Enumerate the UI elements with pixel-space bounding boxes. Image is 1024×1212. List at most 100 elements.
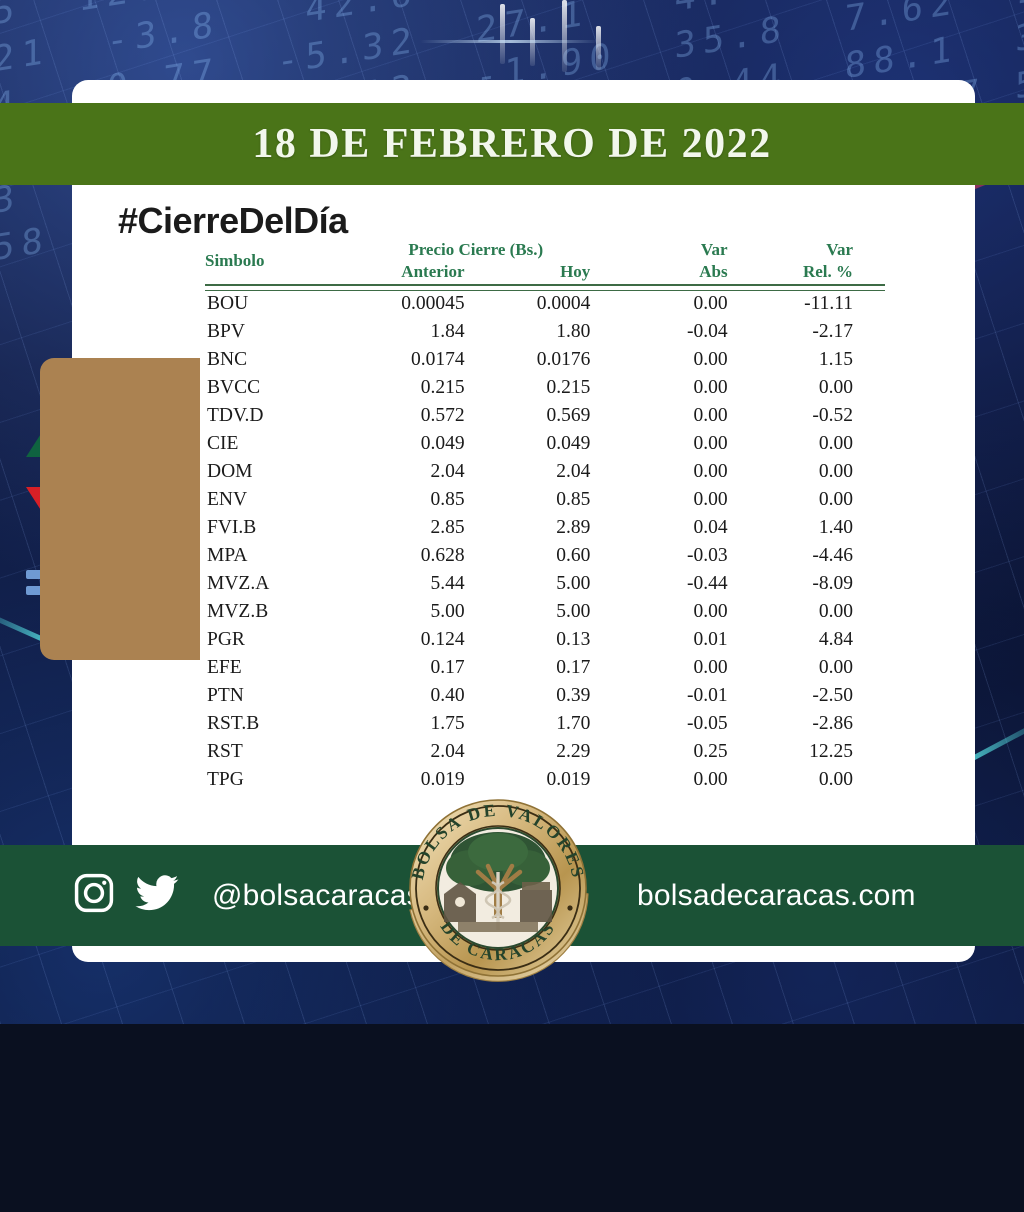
row-symbol: MVZ.A xyxy=(207,573,270,594)
row-symbol: FVI.B xyxy=(207,517,257,538)
summary-panel xyxy=(40,358,200,660)
row-anterior: 1.84 xyxy=(430,321,465,342)
row-var-abs: 0.00 xyxy=(693,377,728,398)
table-row: BPV 1.84 1.80 -0.04 -2.17 xyxy=(205,318,885,346)
row-anterior: 0.17 xyxy=(430,657,465,678)
row-anterior: 1.75 xyxy=(430,713,465,734)
table-row: PTN 0.40 0.39 -0.01 -2.50 xyxy=(205,682,885,710)
row-var-rel: 0.00 xyxy=(818,377,853,398)
row-hoy: 2.89 xyxy=(556,517,591,538)
row-var-abs: 0.00 xyxy=(693,349,728,370)
row-var-rel: 0.00 xyxy=(818,489,853,510)
table-row: BVCC 0.215 0.215 0.00 0.00 xyxy=(205,374,885,402)
row-var-abs: -0.44 xyxy=(686,573,728,594)
row-hoy: 0.215 xyxy=(546,377,591,398)
background-bar xyxy=(596,26,601,70)
row-var-rel: 12.25 xyxy=(809,741,853,762)
row-var-rel: -2.17 xyxy=(812,321,853,342)
row-hoy: 0.0004 xyxy=(536,293,591,315)
row-var-rel: -8.09 xyxy=(812,573,853,594)
row-symbol: CIE xyxy=(207,433,239,454)
row-var-rel: 0.00 xyxy=(818,601,853,622)
column-header-anterior: Anterior xyxy=(401,262,465,281)
column-header-var-rel-2: Rel. % xyxy=(802,262,853,281)
social-handle[interactable]: @bolsacaracas xyxy=(212,878,422,912)
website-link[interactable]: bolsadecaracas.com xyxy=(637,878,916,912)
row-var-abs: 0.00 xyxy=(693,405,728,426)
twitter-icon[interactable] xyxy=(132,871,182,920)
row-hoy: 0.049 xyxy=(546,433,591,454)
row-hoy: 0.17 xyxy=(556,657,591,678)
row-symbol: PGR xyxy=(207,629,245,650)
row-hoy: 0.60 xyxy=(556,545,591,566)
logo-building-right xyxy=(520,890,552,922)
bvc-logo: 75 ANIVERSARIO BOLSA DE VALORES DE CARAC… xyxy=(396,790,601,995)
row-var-rel: -2.86 xyxy=(812,713,853,734)
table-header-row-1: Simbolo Precio Cierre (Bs.) Var Var xyxy=(205,240,885,270)
row-anterior: 0.628 xyxy=(420,545,465,566)
column-header-var-rel-1: Var xyxy=(826,240,853,259)
quotes-table: Simbolo Precio Cierre (Bs.) Var Var Ante… xyxy=(205,240,885,794)
table-head: Simbolo Precio Cierre (Bs.) Var Var Ante… xyxy=(205,240,885,291)
row-anterior: 0.85 xyxy=(430,489,465,510)
hashtag-label: #CierreDelDía xyxy=(118,200,348,241)
instagram-icon[interactable] xyxy=(72,871,116,920)
row-hoy: 0.13 xyxy=(556,629,591,650)
row-var-abs: 0.01 xyxy=(693,629,728,650)
row-anterior: 2.85 xyxy=(430,517,465,538)
row-var-abs: 0.00 xyxy=(693,433,728,454)
table-body: BOU 0.00045 0.0004 0.00 -11.11 BPV 1.84 1.80 -0.… xyxy=(205,290,885,794)
row-var-abs: -0.01 xyxy=(686,685,728,706)
row-symbol: MVZ.B xyxy=(207,601,269,622)
row-var-rel: -0.52 xyxy=(812,405,853,426)
row-anterior: 0.124 xyxy=(420,629,465,650)
row-symbol: BVCC xyxy=(207,377,261,398)
table-row: MPA 0.628 0.60 -0.03 -4.46 xyxy=(205,542,885,570)
row-var-abs: 0.25 xyxy=(693,741,728,762)
row-var-abs: 0.00 xyxy=(693,657,728,678)
row-symbol: TDV.D xyxy=(207,405,264,426)
row-var-rel: 1.40 xyxy=(818,517,853,538)
table-row: MVZ.B 5.00 5.00 0.00 0.00 xyxy=(205,598,885,626)
row-symbol: BPV xyxy=(207,321,245,342)
row-symbol: ENV xyxy=(207,489,248,510)
row-symbol: EFE xyxy=(207,657,242,678)
row-anterior: 0.215 xyxy=(420,377,465,398)
table-row: DOM 2.04 2.04 0.00 0.00 xyxy=(205,458,885,486)
row-var-abs: -0.05 xyxy=(686,713,728,734)
row-var-rel: -4.46 xyxy=(812,545,853,566)
row-hoy: 0.85 xyxy=(556,489,591,510)
table-row: RST.B 1.75 1.70 -0.05 -2.86 xyxy=(205,710,885,738)
row-anterior: 0.40 xyxy=(430,685,465,706)
quotes-table-container: Simbolo Precio Cierre (Bs.) Var Var Ante… xyxy=(205,240,885,794)
table-row: MVZ.A 5.44 5.00 -0.44 -8.09 xyxy=(205,570,885,598)
row-symbol: MPA xyxy=(207,545,248,566)
column-header-var-abs-2: Abs xyxy=(699,262,728,281)
row-hoy: 1.70 xyxy=(556,713,591,734)
table-row: EFE 0.17 0.17 0.00 0.00 xyxy=(205,654,885,682)
row-symbol: PTN xyxy=(207,685,244,706)
column-header-var-abs-1: Var xyxy=(700,240,728,259)
table-row: BNC 0.0174 0.0176 0.00 1.15 xyxy=(205,346,885,374)
row-hoy: 0.019 xyxy=(546,769,591,790)
page-title: 18 DE FEBRERO DE 2022 xyxy=(252,121,772,167)
row-var-rel: 0.00 xyxy=(818,769,853,790)
row-hoy: 1.80 xyxy=(556,321,591,342)
table-row: TPG 0.019 0.019 0.00 0.00 xyxy=(205,766,885,794)
row-var-abs: -0.03 xyxy=(686,545,728,566)
row-var-rel: 0.00 xyxy=(818,461,853,482)
row-hoy: 0.0176 xyxy=(536,349,591,370)
row-var-rel: -2.50 xyxy=(812,685,853,706)
row-var-rel: 0.00 xyxy=(818,433,853,454)
row-var-rel: 0.00 xyxy=(818,657,853,678)
row-symbol: RST xyxy=(207,741,243,762)
table-row: FVI.B 2.85 2.89 0.04 1.40 xyxy=(205,514,885,542)
table-row: RST 2.04 2.29 0.25 12.25 xyxy=(205,738,885,766)
background-bar xyxy=(500,4,505,64)
table-header-rule xyxy=(205,284,885,291)
column-header-symbol: Simbolo xyxy=(205,251,265,270)
row-anterior: 5.00 xyxy=(430,601,465,622)
row-anterior: 0.572 xyxy=(420,405,465,426)
row-var-abs: 0.04 xyxy=(693,517,728,538)
row-anterior: 2.04 xyxy=(430,741,465,762)
